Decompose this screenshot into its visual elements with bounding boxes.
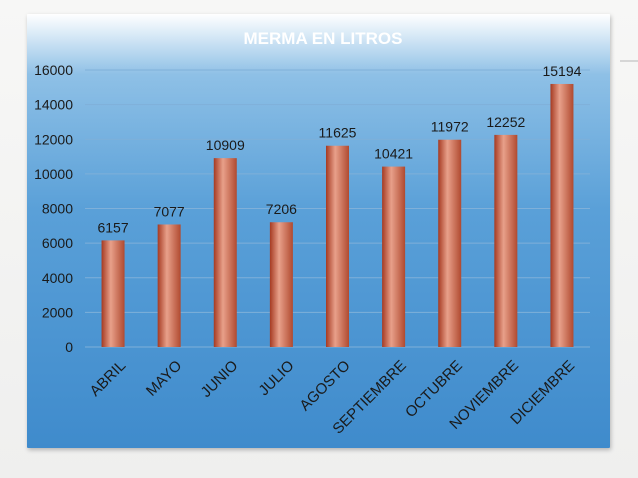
- data-label: 7077: [154, 203, 185, 219]
- data-label: 10909: [206, 137, 245, 153]
- x-axis-categories: ABRIL MAYO JUNIO JULIOAGOSTOSEPTIEMBREOCTUB…: [87, 357, 579, 437]
- y-tick-label: 2000: [42, 304, 73, 320]
- bar-abril: [101, 240, 125, 347]
- data-labels: 6157 7077 10909 7206 11625 10421 11972 12252 151…: [97, 63, 581, 235]
- data-label: 11625: [319, 125, 357, 141]
- bar-julio: [269, 222, 293, 347]
- chart-title: MERMA EN LITROS: [244, 29, 403, 48]
- data-label: 10421: [374, 146, 413, 162]
- y-axis-ticks: 0 2000 4000 6000 8000 10000 12000 14000 16000: [34, 62, 73, 355]
- bar-chart: MERMA EN LITROS 0 2000 4000 6000 8000 10000 12…: [34, 29, 590, 438]
- bar-diciembre: [550, 83, 574, 348]
- data-label: 6157: [97, 219, 128, 235]
- y-tick-label: 4000: [42, 270, 73, 286]
- y-tick-label: 14000: [34, 97, 73, 113]
- y-tick-label: 8000: [42, 201, 73, 217]
- bar-noviembre: [494, 134, 518, 347]
- y-tick-label: 16000: [34, 62, 73, 78]
- slide-edge-decoration: [620, 60, 638, 62]
- data-label: 15194: [542, 63, 581, 79]
- bar-mayo: [157, 224, 181, 347]
- data-label: 12252: [486, 114, 525, 130]
- y-tick-label: 12000: [34, 131, 73, 147]
- data-label: 7206: [266, 201, 297, 217]
- x-category-label: AGOSTO: [296, 357, 353, 414]
- data-label: 11972: [431, 119, 469, 135]
- x-category-label: ABRIL: [87, 357, 130, 400]
- y-tick-label: 6000: [42, 235, 73, 251]
- y-tick-label: 10000: [34, 166, 73, 182]
- bars: [101, 83, 574, 348]
- bar-septiembre: [382, 166, 406, 347]
- x-category-label: JUNIO: [198, 357, 242, 401]
- x-category-label: JULIO: [255, 357, 297, 399]
- x-category-label: MAYO: [143, 357, 185, 399]
- chart-panel: MERMA EN LITROS 0 2000 4000 6000 8000 10000 12…: [27, 14, 610, 448]
- bar-junio: [213, 158, 237, 347]
- bar-octubre: [438, 139, 462, 347]
- y-tick-label: 0: [65, 339, 73, 355]
- bar-agosto: [326, 145, 349, 347]
